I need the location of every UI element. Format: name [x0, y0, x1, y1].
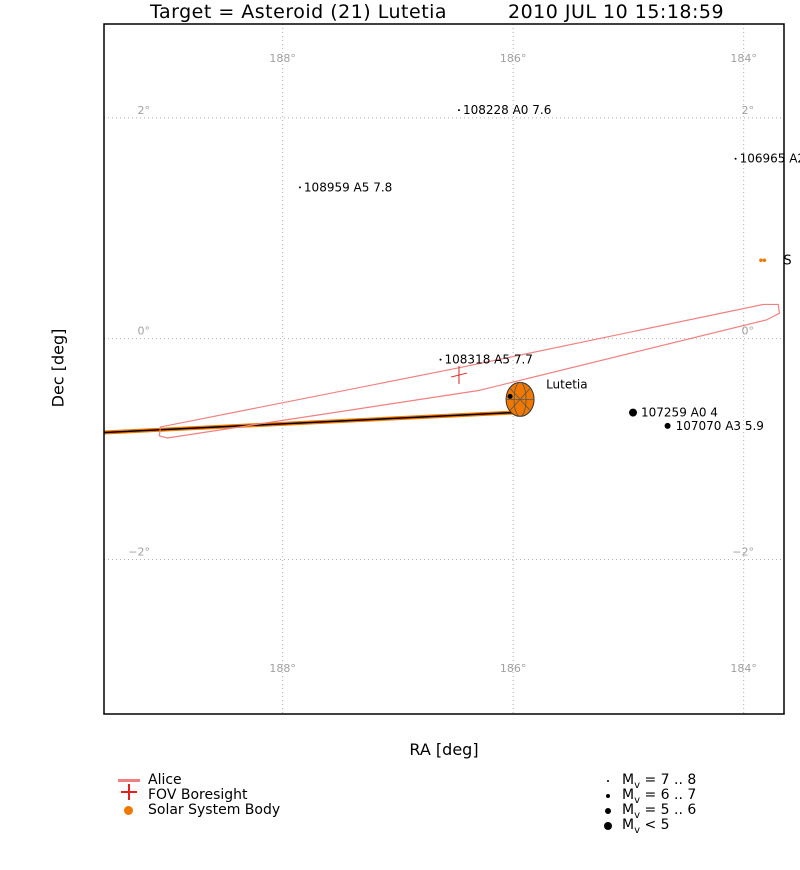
star-marker: [664, 422, 671, 429]
target-limb-mark: [507, 393, 513, 399]
star-label: 108959 A5 7.8: [304, 180, 392, 194]
x-tick-label-top: 188°: [269, 52, 296, 65]
solar-body-label: S: [783, 253, 791, 268]
mag-range: = 7 .. 8: [644, 772, 697, 788]
y-tick-label-right: 2°: [742, 104, 755, 117]
star-marker: [439, 358, 442, 361]
mag-sub: v: [634, 794, 641, 806]
star-dot-icon: [604, 822, 612, 830]
target-graticule: [509, 388, 531, 411]
y-tick-label-right: 0°: [742, 325, 755, 338]
mag-range: < 5: [644, 817, 670, 833]
mag-sub: v: [634, 779, 641, 791]
legend-label: Solar System Body: [148, 802, 281, 818]
mag-prefix: M: [622, 802, 635, 818]
star-label: 108228 A0 7.6: [463, 103, 551, 117]
x-tick-label-bottom: 186°: [500, 662, 527, 675]
star-label: 107070 A3 5.9: [676, 419, 764, 433]
star-label: 106965 A2 7.9: [740, 152, 800, 166]
mag-sub: v: [634, 824, 641, 836]
x-tick-label-bottom: 184°: [730, 662, 757, 675]
target-trail-glow: [104, 406, 519, 435]
dot-icon: [124, 806, 133, 815]
alice-slit: [158, 303, 781, 439]
mag-prefix: M: [622, 772, 635, 788]
mag-range: = 5 .. 6: [644, 802, 697, 818]
mag-prefix: M: [622, 817, 635, 833]
star-marker: [629, 408, 638, 417]
star-marker: [298, 186, 301, 189]
y-tick-label-left: −2°: [128, 545, 150, 558]
star-label: 107259 A0 4: [641, 406, 718, 420]
x-axis-label: RA [deg]: [409, 740, 479, 759]
target-label: Lutetia: [546, 377, 588, 391]
star-marker: [734, 157, 737, 160]
plot-content: [104, 109, 781, 439]
y-tick-label-left: 2°: [138, 104, 151, 117]
star-dot-icon: [606, 794, 610, 798]
alice-swatch: [118, 779, 140, 782]
title-target: Target = Asteroid (21) Lutetia: [150, 1, 448, 23]
star-label: 108318 A5 7.7: [445, 353, 533, 367]
title-datetime: 2010 JUL 10 15:18:59: [508, 1, 725, 23]
x-tick-label-top: 186°: [500, 52, 527, 65]
plot-frame: [103, 23, 785, 715]
legend-label: FOV Boresight: [148, 787, 248, 803]
y-axis-label: Dec [deg]: [48, 328, 68, 408]
y-tick-label-left: 0°: [138, 325, 151, 338]
star-dot-icon: [605, 808, 611, 814]
x-tick-label-bottom: 188°: [269, 662, 296, 675]
plus-icon: [121, 784, 137, 800]
x-tick-label-top: 184°: [730, 52, 757, 65]
solar-body-marker: [762, 258, 767, 263]
mag-sub: v: [634, 809, 641, 821]
mag-prefix: M: [622, 787, 635, 803]
chart-title: Target = Asteroid (21) Lutetia 2010 JUL …: [104, 0, 784, 24]
mag-range: = 6 .. 7: [644, 787, 697, 803]
star-dot-icon: [607, 780, 609, 782]
star-marker: [457, 109, 460, 112]
solar-body-marker: [759, 258, 763, 263]
y-tick-label-right: −2°: [732, 545, 754, 558]
legend-label: Alice: [148, 772, 182, 788]
